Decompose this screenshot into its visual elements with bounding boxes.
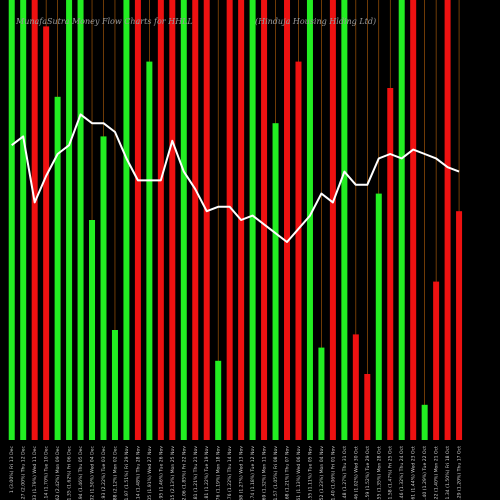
bar-24 bbox=[272, 123, 279, 440]
x-tick-label: 1.68 (1.27%) Wed 13 Nov bbox=[239, 446, 245, 500]
bar-26 bbox=[295, 61, 302, 440]
bar-40 bbox=[456, 211, 463, 440]
x-tick-label: 1.46 (1.02%) Wed 30 Oct bbox=[353, 446, 359, 500]
bar-27 bbox=[306, 0, 313, 440]
x-tick-label: 1.81 (1.22%) Tue 19 Nov bbox=[204, 446, 210, 500]
x-tick-label: 1.58 (1.47%) Fri 25 Oct bbox=[388, 446, 394, 500]
x-tick-label: 1.29 (1.20%) Thu 17 Oct bbox=[457, 446, 463, 500]
bar-34 bbox=[387, 88, 394, 440]
bar-9 bbox=[100, 136, 107, 440]
x-tick-labels: 1 (3.00%) Fri 13 Dec 1.27 (2.00%) Thu 12 … bbox=[9, 446, 462, 500]
bar-8 bbox=[89, 220, 96, 440]
bar-25 bbox=[284, 0, 291, 440]
chart-title: MunafaSutra Money Flow Charts for HHLL bbox=[15, 17, 193, 26]
x-tick-label: 1.48 (1.27%) Thu 31 Oct bbox=[342, 446, 348, 500]
bar-37 bbox=[421, 404, 428, 440]
bar-17 bbox=[192, 0, 199, 440]
bar-3 bbox=[31, 0, 38, 440]
x-tick-label: 2.02 (1.50%) Wed 04 Dec bbox=[90, 446, 96, 500]
x-tick-label: 1.03 (1.79%) Wed 11 Dec bbox=[32, 446, 38, 500]
money-flow-bars bbox=[8, 0, 463, 441]
x-tick-label: 1.61 (1.13%) Wed 06 Nov bbox=[296, 446, 302, 500]
x-tick-label: 1.94 (1.46%) Thu 05 Dec bbox=[78, 446, 84, 500]
x-tick-label: 1.88 (2.12%) Mon 02 Dec bbox=[112, 446, 118, 500]
x-tick-label: 1.68 (1.21%) Thu 07 Nov bbox=[285, 446, 291, 500]
x-tick-label: 1.40 (1.06%) Fri 01 Nov bbox=[330, 446, 336, 500]
x-tick-label: 1.59 (1.52%) Tue 29 Oct bbox=[365, 446, 371, 500]
x-tick-label: 1.55 (1.35%) Mon 28 Oct bbox=[376, 446, 382, 500]
x-tick-label: 1.34 (1.50%) Fri 18 Oct bbox=[445, 446, 451, 500]
bar-4 bbox=[43, 26, 50, 441]
chart-subtitle: (Hinduja Housing Hlding Ltd) bbox=[255, 17, 376, 26]
bar-14 bbox=[157, 0, 164, 440]
x-tick-label: 1.14 (1.70%) Tue 10 Dec bbox=[44, 446, 50, 500]
bar-29 bbox=[329, 0, 336, 440]
x-tick-label: 1.46 (1.32%) Thu 24 Oct bbox=[399, 446, 405, 500]
bar-32 bbox=[364, 374, 371, 440]
bar-13 bbox=[146, 61, 153, 440]
money-flow-line bbox=[11, 113, 460, 243]
bar-20 bbox=[226, 0, 233, 440]
bar-36 bbox=[410, 0, 417, 440]
bar-11 bbox=[123, 0, 130, 440]
bar-6 bbox=[66, 0, 73, 440]
x-tick-label: 1.76 (1.19%) Mon 18 Nov bbox=[216, 446, 222, 500]
x-tick-label: 1.81 (1.21%) Thu 21 Nov bbox=[193, 446, 199, 500]
x-tick-label: 1.76 (1.22%) Thu 14 Nov bbox=[227, 446, 233, 500]
bar-1 bbox=[8, 0, 15, 440]
bar-31 bbox=[352, 334, 359, 440]
x-tick-label: 2.15 (2.13%) Mon 25 Nov bbox=[170, 446, 176, 500]
x-tick-label: 1.62 (2.42%) Mon 09 Dec bbox=[55, 446, 61, 500]
x-tick-label: 1.57 (1.05%) Fri 08 Nov bbox=[273, 446, 279, 500]
bar-15 bbox=[169, 0, 176, 440]
bar-18 bbox=[203, 0, 210, 440]
x-tick-label: 1.69 (1.32%) Mon 11 Nov bbox=[262, 446, 268, 500]
bar-2 bbox=[20, 0, 27, 440]
bar-39 bbox=[444, 0, 451, 440]
x-tick-label: 1.35 (1.62%) Fri 06 Dec bbox=[67, 446, 73, 500]
bar-5 bbox=[54, 96, 61, 441]
x-tick-label: 1.27 (2.00%) Thu 12 Dec bbox=[21, 446, 27, 500]
x-tick-label: 2.05 (1.91%) Wed 27 Nov bbox=[147, 446, 153, 500]
bar-19 bbox=[215, 360, 222, 440]
x-tick-label: 1.97 (1.51%) Fri 29 Nov bbox=[124, 446, 130, 500]
bar-16 bbox=[180, 0, 187, 440]
x-tick-label: 1.52 (1.23%) Mon 04 Nov bbox=[319, 446, 325, 500]
bar-22 bbox=[249, 0, 256, 440]
x-tick-label: 1.22 (1.40%) Mon 21 Oct bbox=[434, 446, 440, 500]
bar-35 bbox=[398, 0, 405, 440]
bar-7 bbox=[77, 0, 84, 440]
bar-28 bbox=[318, 347, 325, 440]
x-tick-label: 1.61 (1.44%) Wed 23 Oct bbox=[411, 446, 417, 500]
bar-38 bbox=[433, 281, 440, 440]
bar-10 bbox=[111, 330, 118, 440]
x-tick-label: 2.14 (1.48%) Thu 28 Nov bbox=[135, 446, 141, 500]
bar-30 bbox=[341, 0, 348, 440]
x-tick-label: 1.74 (1.18%) Tue 12 Nov bbox=[250, 446, 256, 500]
x-tick-label: 1.40 (1.29%) Tue 22 Oct bbox=[422, 446, 428, 500]
x-tick-label: 1.55 (1.11%) Tue 05 Nov bbox=[307, 446, 313, 500]
x-tick-label: 1 (3.00%) Fri 13 Dec bbox=[9, 446, 15, 494]
bar-23 bbox=[261, 0, 268, 440]
bar-12 bbox=[134, 0, 141, 440]
x-tick-label: 1.95 (1.46%) Tue 26 Nov bbox=[158, 446, 164, 500]
x-tick-label: 2.06 (1.85%) Fri 22 Nov bbox=[181, 446, 187, 500]
bar-33 bbox=[375, 193, 382, 440]
x-tick-label: 1.93 (2.22%) Tue 03 Dec bbox=[101, 446, 107, 500]
